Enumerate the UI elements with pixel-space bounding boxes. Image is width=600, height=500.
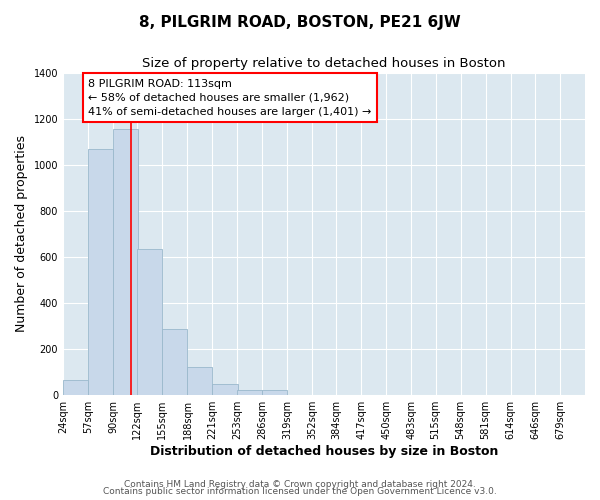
Bar [212,384,238,394]
Bar [262,390,287,394]
Bar [163,329,187,394]
Bar [237,390,262,394]
Text: Contains HM Land Registry data © Crown copyright and database right 2024.: Contains HM Land Registry data © Crown c… [124,480,476,489]
Bar [187,367,212,394]
Bar [88,149,113,394]
Bar [113,130,138,394]
X-axis label: Distribution of detached houses by size in Boston: Distribution of detached houses by size … [150,444,498,458]
Y-axis label: Number of detached properties: Number of detached properties [15,136,28,332]
Text: Contains public sector information licensed under the Open Government Licence v3: Contains public sector information licen… [103,488,497,496]
Title: Size of property relative to detached houses in Boston: Size of property relative to detached ho… [142,58,506,70]
Text: 8 PILGRIM ROAD: 113sqm
← 58% of detached houses are smaller (1,962)
41% of semi-: 8 PILGRIM ROAD: 113sqm ← 58% of detached… [88,79,371,117]
Bar [137,249,163,394]
Bar [63,380,88,394]
Text: 8, PILGRIM ROAD, BOSTON, PE21 6JW: 8, PILGRIM ROAD, BOSTON, PE21 6JW [139,15,461,30]
